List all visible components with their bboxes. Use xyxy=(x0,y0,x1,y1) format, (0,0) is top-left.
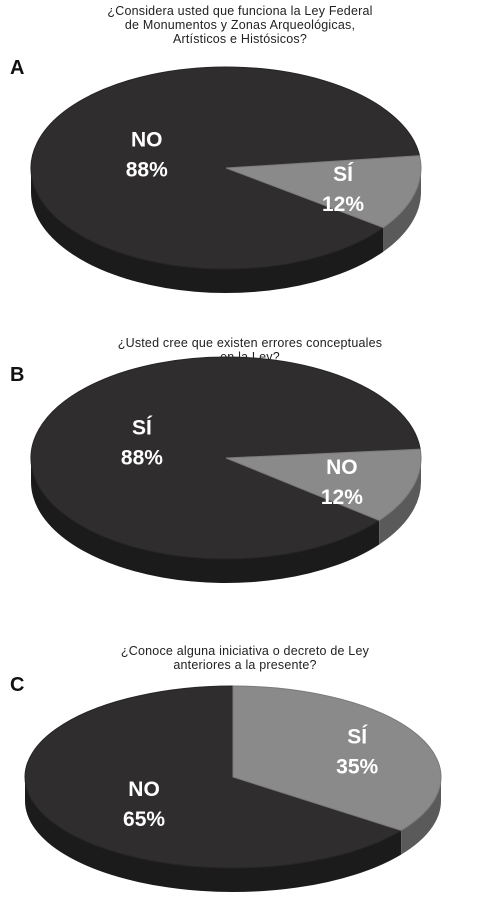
pie-slice-no xyxy=(24,685,403,869)
pie-chart: NO 65% SÍ 35% xyxy=(24,685,442,892)
pie-slice-side xyxy=(25,777,402,892)
panel-letter: C xyxy=(10,674,25,696)
pie-slice-si xyxy=(232,685,442,832)
slice-label: SÍ xyxy=(333,163,354,186)
pie-chart: NO 88% SÍ 12% xyxy=(30,66,422,293)
chart-title-line: de Monumentos y Zonas Arqueológicas, xyxy=(124,18,356,32)
slice-value-label: 12% xyxy=(321,486,363,509)
chart-panel-b: ¿Usted cree que existen errores conceptu… xyxy=(0,300,484,620)
pie-slice-side xyxy=(31,458,380,583)
chart-panel-a: ¿Considera usted que funciona la Ley Fed… xyxy=(0,0,484,300)
chart-title: ¿Considera usted que funciona la Ley Fed… xyxy=(60,4,420,46)
pie-slice-side xyxy=(383,168,421,252)
slice-value-label: 88% xyxy=(121,447,163,470)
chart-title-line: Artísticos e Histósicos? xyxy=(172,32,307,46)
slice-value-label: 65% xyxy=(123,808,165,831)
slice-value-label: 88% xyxy=(126,159,168,182)
slice-label: NO xyxy=(326,456,358,479)
chart-panel-c: ¿Conoce alguna iniciativa o decreto de L… xyxy=(0,620,484,907)
pie-slice-side xyxy=(379,458,421,545)
chart-title-line: ¿Considera usted que funciona la Ley Fed… xyxy=(107,4,373,18)
slice-label: NO xyxy=(128,778,160,801)
slice-value-label: 12% xyxy=(322,193,364,216)
pie-slice-si xyxy=(30,356,421,560)
chart-title: ¿Conoce alguna iniciativa o decreto de L… xyxy=(70,644,420,672)
pie-slice-side xyxy=(401,777,441,855)
chart-title-line: anteriores a la presente? xyxy=(173,658,317,672)
pie-slice-si xyxy=(225,155,422,229)
chart-title-line: ¿Usted cree que existen errores conceptu… xyxy=(117,336,383,350)
pie-slice-no xyxy=(225,448,422,522)
slice-value-label: 35% xyxy=(336,755,378,778)
slice-label: SÍ xyxy=(132,417,153,440)
panel-letter: A xyxy=(10,57,25,79)
pie-chart: SÍ 88% NO 12% xyxy=(30,356,422,583)
slice-label: SÍ xyxy=(347,725,368,748)
slice-label: NO xyxy=(131,129,163,152)
pie-slice-no xyxy=(30,66,421,270)
panel-letter: B xyxy=(10,364,25,386)
chart-title-line: ¿Conoce alguna iniciativa o decreto de L… xyxy=(120,644,370,658)
pie-slice-side xyxy=(31,168,384,293)
